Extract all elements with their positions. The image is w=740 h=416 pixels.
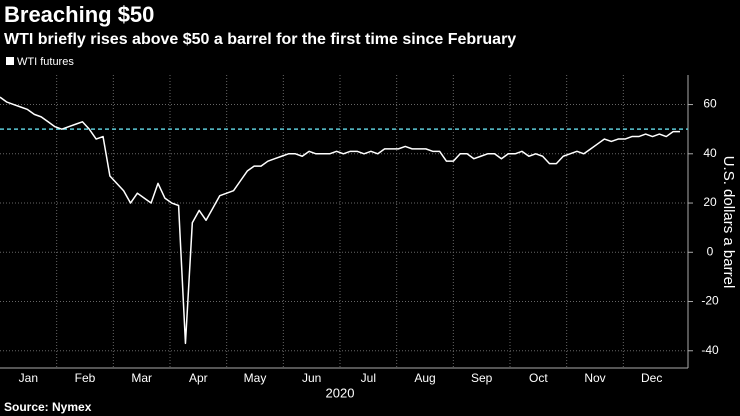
y-tick-label: 0	[707, 244, 714, 258]
chart-title: Breaching $50	[4, 2, 154, 27]
x-tick-label: Sep	[471, 371, 493, 385]
y-tick-label: -40	[701, 343, 719, 357]
x-tick-label: Dec	[641, 371, 662, 385]
y-tick-label: -20	[701, 294, 719, 308]
x-tick-label: Jul	[361, 371, 376, 385]
legend-swatch	[6, 57, 14, 65]
x-tick-label: May	[244, 371, 267, 385]
legend-label: WTI futures	[17, 56, 74, 68]
x-tick-label: Jun	[302, 371, 321, 385]
data-line	[0, 96, 680, 345]
source: Source: Nymex	[4, 400, 92, 414]
y-tick-label: 60	[703, 97, 717, 111]
x-tick-label: Nov	[584, 371, 605, 385]
y-tick-label: 40	[703, 146, 717, 160]
x-tick-label: Mar	[131, 371, 152, 385]
x-tick-label: Apr	[189, 371, 208, 385]
y-axis-label: U.S. dollars a barrel	[720, 156, 737, 289]
chart-subtitle: WTI briefly rises above $50 a barrel for…	[4, 31, 516, 48]
y-tick-label: 20	[703, 195, 717, 209]
x-tick-label: Aug	[414, 371, 435, 385]
x-axis-label: 2020	[326, 385, 355, 400]
x-tick-label: Jan	[19, 371, 38, 385]
x-tick-label: Feb	[75, 371, 96, 385]
x-tick-label: Oct	[529, 371, 548, 385]
